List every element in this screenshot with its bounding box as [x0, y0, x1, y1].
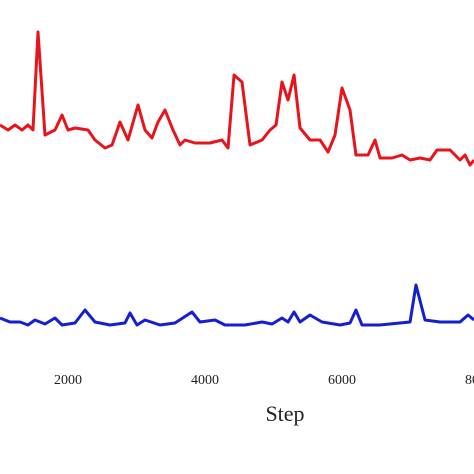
data-line: [0, 30, 474, 167]
data-line: [0, 283, 474, 327]
x-tick-label: 8000: [465, 373, 474, 388]
x-axis-label: Step: [265, 401, 304, 426]
x-tick-label: 2000: [54, 373, 82, 388]
x-tick-label: 6000: [328, 373, 356, 388]
x-tick-label: 4000: [191, 373, 219, 388]
